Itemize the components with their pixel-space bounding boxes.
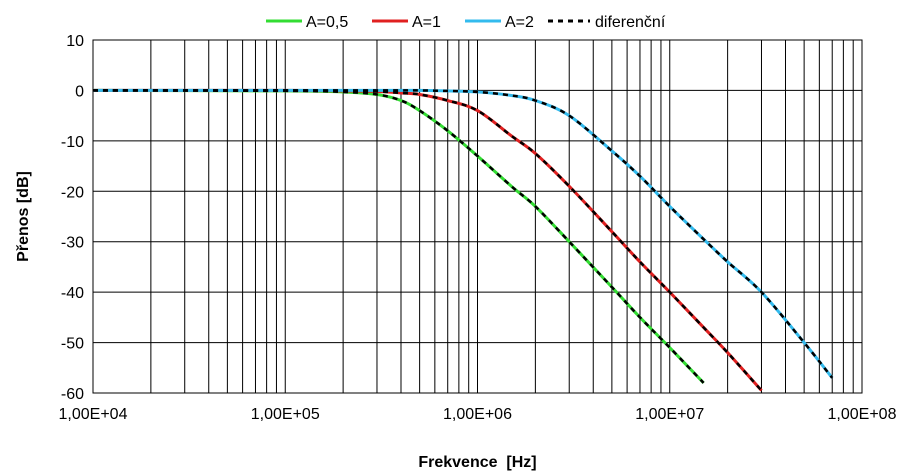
- series-lines: [92, 88, 834, 392]
- diferencni-overlay-line: [92, 89, 705, 384]
- x-tick-label: 1,00E+05: [251, 406, 320, 423]
- x-tick-label: 1,00E+06: [443, 406, 512, 423]
- y-tick-label: -50: [61, 336, 84, 353]
- x-tick-label: 1,00E+07: [635, 406, 704, 423]
- grid: [92, 39, 862, 394]
- y-tick-label: -10: [61, 134, 84, 151]
- y-axis-ticks: 10 0 -10 -20 -30 -40 -50 -60: [61, 33, 84, 403]
- series-2-line: [93, 88, 834, 379]
- legend-label: A=2: [505, 14, 534, 31]
- y-tick-label: -20: [61, 184, 84, 201]
- x-axis-ticks: 1,00E+04 1,00E+05 1,00E+06 1,00E+07 1,00E+08: [59, 406, 897, 423]
- y-axis-title: Přenos [dB]: [15, 171, 32, 262]
- legend-label: diferenční: [595, 14, 666, 31]
- legend-label: A=0,5: [306, 14, 348, 31]
- plot-area: [92, 39, 863, 394]
- y-tick-label: 10: [66, 33, 84, 50]
- y-tick-label: -40: [61, 285, 84, 302]
- x-tick-label: 1,00E+04: [59, 406, 128, 423]
- y-tick-label: -30: [61, 235, 84, 252]
- x-tick-label: 1,00E+08: [828, 406, 897, 423]
- legend: A=0,5 A=1 A=2 diferenční: [266, 14, 666, 31]
- y-tick-label: -60: [61, 386, 84, 403]
- y-tick-label: 0: [75, 83, 84, 100]
- diferencni-overlay-line: [93, 89, 834, 379]
- x-axis-title: Frekvence [Hz]: [418, 454, 536, 471]
- legend-label: A=1: [412, 14, 441, 31]
